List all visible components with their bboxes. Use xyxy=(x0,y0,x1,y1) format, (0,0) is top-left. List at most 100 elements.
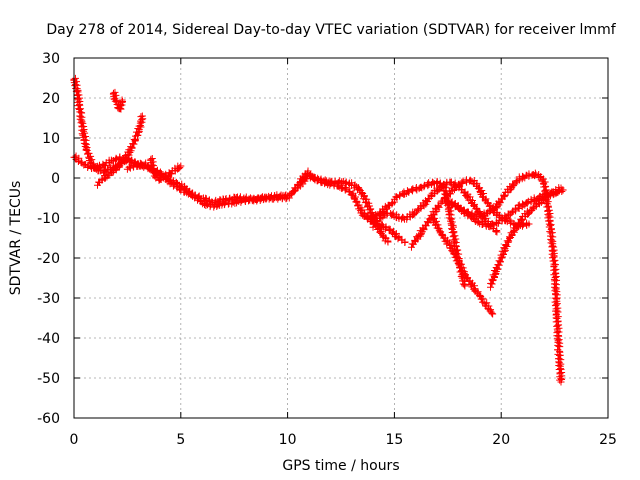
data-point-marker xyxy=(472,205,480,213)
data-point-marker xyxy=(496,258,504,266)
data-point-marker xyxy=(489,310,497,318)
data-point-marker xyxy=(253,196,261,204)
data-point-marker xyxy=(458,260,466,268)
data-point-marker xyxy=(112,91,120,99)
data-point-marker xyxy=(432,217,440,225)
y-tick-label: 30 xyxy=(42,51,60,67)
data-point-marker xyxy=(441,183,449,191)
series-pass-l xyxy=(429,214,497,318)
series-pass-c xyxy=(93,112,147,189)
data-point-marker xyxy=(548,225,556,233)
y-tick-label: 0 xyxy=(51,171,60,187)
data-point-marker xyxy=(112,154,120,162)
data-point-marker xyxy=(389,209,397,217)
data-point-marker xyxy=(118,96,126,104)
data-point-marker xyxy=(111,156,119,164)
data-point-marker xyxy=(75,105,83,113)
data-point-marker xyxy=(447,187,455,195)
data-point-marker xyxy=(137,113,145,121)
x-tick-label: 0 xyxy=(70,432,79,448)
data-point-marker xyxy=(479,298,487,306)
data-point-marker xyxy=(545,206,553,214)
y-tick-label: 10 xyxy=(42,131,60,147)
data-point-marker xyxy=(514,202,522,210)
data-point-marker xyxy=(326,181,334,189)
data-point-marker xyxy=(148,165,156,173)
data-point-marker xyxy=(424,182,432,190)
data-series xyxy=(70,74,567,386)
data-point-marker xyxy=(493,228,501,236)
data-point-marker xyxy=(138,116,146,124)
data-point-marker xyxy=(138,112,146,120)
x-tick-label: 15 xyxy=(385,432,403,448)
data-point-marker xyxy=(488,309,496,317)
data-point-marker xyxy=(478,295,486,303)
data-point-marker xyxy=(148,154,156,162)
data-point-marker xyxy=(555,342,563,350)
series-pass-d xyxy=(109,88,127,113)
y-axis-label: SDTVAR / TECUs xyxy=(8,181,24,296)
data-point-marker xyxy=(176,164,184,172)
data-point-marker xyxy=(546,221,554,229)
plot-frame xyxy=(73,57,609,419)
data-point-marker xyxy=(394,235,402,243)
data-point-marker xyxy=(215,200,223,208)
data-point-marker xyxy=(450,250,458,258)
data-point-marker xyxy=(135,128,143,136)
data-point-marker xyxy=(420,202,428,210)
axis-ticks xyxy=(73,57,609,419)
data-point-marker xyxy=(559,186,567,194)
y-tick-label: -10 xyxy=(37,211,60,227)
data-point-marker xyxy=(82,132,90,140)
data-point-marker xyxy=(454,246,462,254)
tick-labels: 0 5 10 15 20 25 -60 -50 -40 -30 -20 -10 0 10 20 30 xyxy=(37,51,617,448)
data-point-marker xyxy=(321,180,329,188)
y-tick-label: -60 xyxy=(37,411,60,427)
data-point-marker xyxy=(392,193,400,201)
data-point-marker xyxy=(474,185,482,193)
data-point-marker xyxy=(111,97,119,105)
data-point-marker xyxy=(135,122,143,130)
data-point-marker xyxy=(364,213,372,221)
data-point-marker xyxy=(492,227,500,235)
data-point-marker xyxy=(468,212,476,220)
data-point-marker xyxy=(77,119,85,127)
data-point-marker xyxy=(465,277,473,285)
data-point-marker xyxy=(433,178,441,186)
data-point-marker xyxy=(517,217,525,225)
x-tick-label: 10 xyxy=(279,432,297,448)
data-point-marker xyxy=(111,88,119,96)
data-point-marker xyxy=(551,256,559,264)
data-point-marker xyxy=(206,203,214,211)
data-point-marker xyxy=(446,214,454,222)
data-point-marker xyxy=(282,195,290,203)
data-point-marker xyxy=(557,378,565,386)
data-point-marker xyxy=(417,230,425,238)
y-tick-label: -20 xyxy=(37,251,60,267)
data-point-marker xyxy=(508,209,516,217)
data-point-marker xyxy=(177,162,185,170)
x-tick-label: 20 xyxy=(492,432,510,448)
data-point-marker xyxy=(499,251,507,259)
data-point-marker xyxy=(547,239,555,247)
data-point-marker xyxy=(551,287,559,295)
series-pass-g xyxy=(290,167,409,247)
data-point-marker xyxy=(420,183,428,191)
y-tick-label: -30 xyxy=(37,291,60,307)
y-tick-label: -50 xyxy=(37,371,60,387)
x-tick-label: 5 xyxy=(176,432,185,448)
data-point-marker xyxy=(553,335,561,343)
y-tick-label: -40 xyxy=(37,331,60,347)
series-pass-n xyxy=(446,169,566,386)
data-point-marker xyxy=(430,211,438,219)
x-axis-label: GPS time / hours xyxy=(282,458,399,474)
data-point-marker xyxy=(360,192,368,200)
data-point-marker xyxy=(554,188,562,196)
series-pass-o xyxy=(487,186,567,291)
data-point-marker xyxy=(423,198,431,206)
data-point-marker xyxy=(108,157,116,165)
y-tick-label: 20 xyxy=(42,91,60,107)
data-point-marker xyxy=(553,327,561,335)
data-point-marker xyxy=(137,160,145,168)
